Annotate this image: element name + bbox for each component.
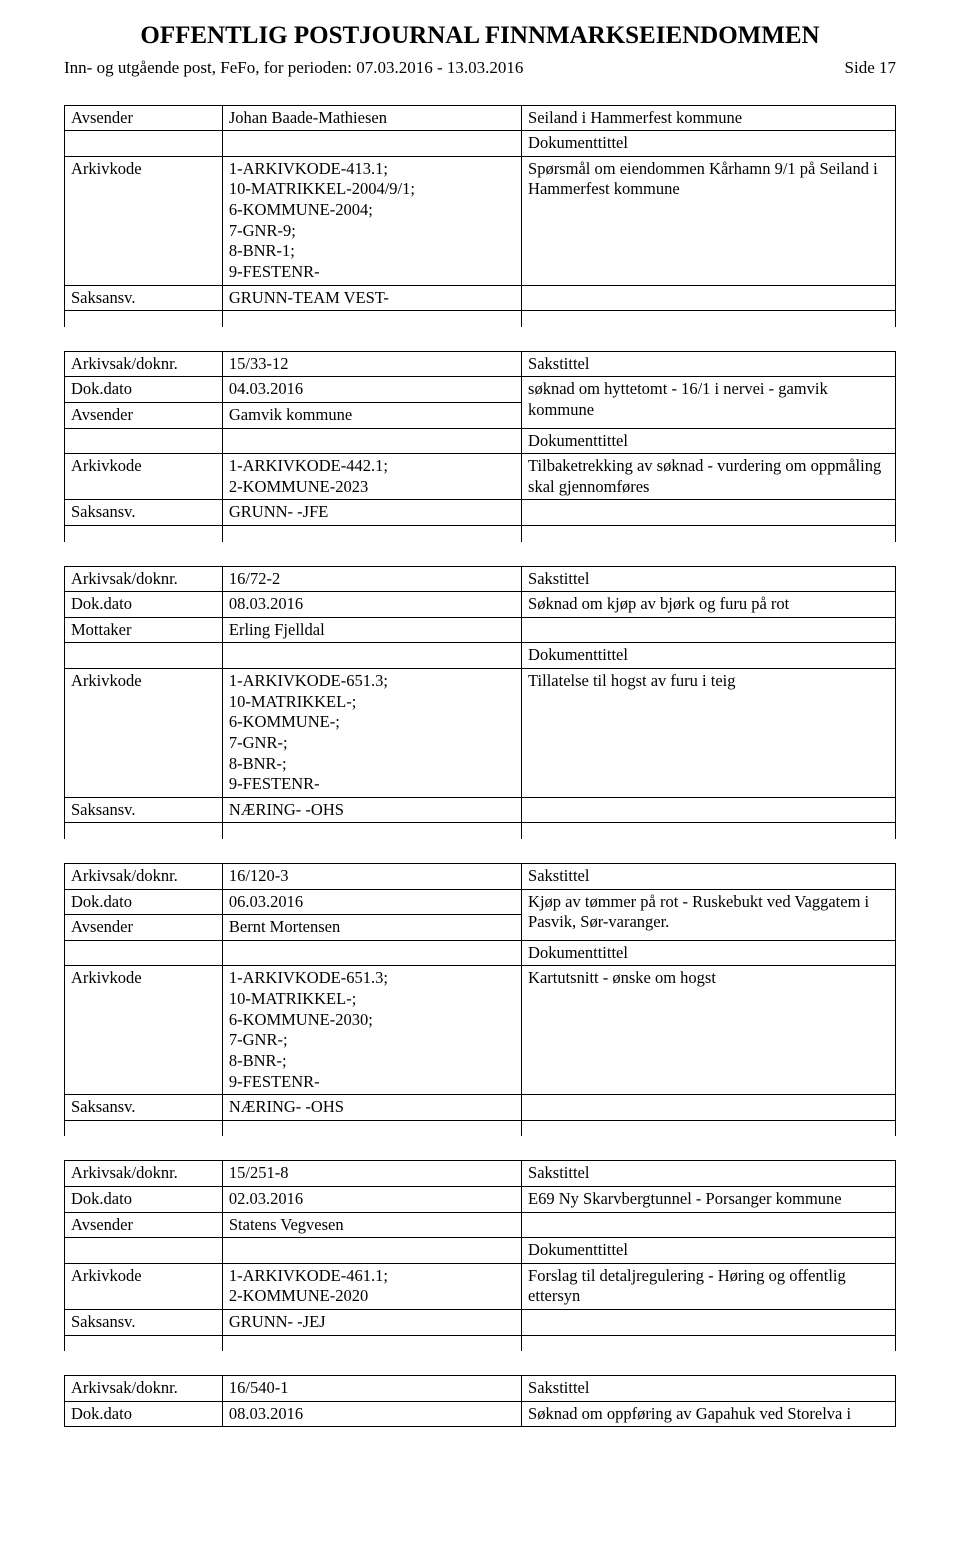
dokumenttittel-text: Spørsmål om eiendommen Kårhamn 9/1 på Se… — [522, 156, 896, 285]
arkivsak-value: 15/251-8 — [222, 1161, 521, 1187]
saksansv-value: NÆRING- -OHS — [222, 797, 521, 823]
dokdato-value: 08.03.2016 — [222, 592, 521, 618]
dokumenttittel-label: Dokumenttittel — [522, 1238, 896, 1264]
dokumenttittel-label: Dokumenttittel — [522, 940, 896, 966]
avsender-label: Avsender — [65, 402, 223, 428]
dokdato-value: 02.03.2016 — [222, 1186, 521, 1212]
sakstittel-label: Sakstittel — [522, 1376, 896, 1402]
saksansv-value: GRUNN- -JFE — [222, 500, 521, 526]
dokdato-value: 06.03.2016 — [222, 889, 521, 915]
arkivkode-value: 1-ARKIVKODE-651.3; 10-MATRIKKEL-; 6-KOMM… — [222, 966, 521, 1095]
sakstittel-label: Sakstittel — [522, 1161, 896, 1187]
avsender-value: Statens Vegvesen — [222, 1212, 521, 1238]
page-number: Side 17 — [845, 57, 896, 78]
arkivkode-value: 1-ARKIVKODE-413.1; 10-MATRIKKEL-2004/9/1… — [222, 156, 521, 285]
dokumenttittel-text: Tillatelse til hogst av furu i teig — [522, 669, 896, 798]
avsender-label: Avsender — [65, 105, 223, 131]
saksansv-label: Saksansv. — [65, 285, 223, 311]
saktitle-text: Kjøp av tømmer på rot - Ruskebukt ved Va… — [522, 889, 896, 940]
avsender-value: Bernt Mortensen — [222, 915, 521, 941]
saksansv-label: Saksansv. — [65, 797, 223, 823]
avsender-label: Avsender — [65, 915, 223, 941]
dokdato-label: Dok.dato — [65, 1401, 223, 1427]
arkivkode-value: 1-ARKIVKODE-442.1; 2-KOMMUNE-2023 — [222, 454, 521, 500]
saktitle-text: søknad om hyttetomt - 16/1 i nervei - ga… — [522, 377, 896, 428]
sakstittel-label: Sakstittel — [522, 863, 896, 889]
saktitle-cont: Seiland i Hammerfest kommune — [522, 105, 896, 131]
saktitle-text: Søknad om kjøp av bjørk og furu på rot — [522, 592, 896, 618]
journal-block: Arkivsak/doknr. 15/33-12 Sakstittel Dok.… — [64, 351, 896, 542]
avsender-value: Johan Baade-Mathiesen — [222, 105, 521, 131]
arkivsak-label: Arkivsak/doknr. — [65, 566, 223, 592]
arkivsak-label: Arkivsak/doknr. — [65, 1161, 223, 1187]
arkivsak-value: 16/120-3 — [222, 863, 521, 889]
dokumenttittel-label: Dokumenttittel — [522, 643, 896, 669]
dokumenttittel-text: Forslag til detaljregulering - Høring og… — [522, 1263, 896, 1309]
subhead-left: Inn- og utgående post, FeFo, for periode… — [64, 57, 523, 78]
saksansv-label: Saksansv. — [65, 500, 223, 526]
avsender-label: Avsender — [65, 1212, 223, 1238]
sakstittel-label: Sakstittel — [522, 566, 896, 592]
dokumenttittel-text: Kartutsnitt - ønske om hogst — [522, 966, 896, 1095]
journal-block: Arkivsak/doknr. 16/72-2 Sakstittel Dok.d… — [64, 566, 896, 839]
arkivkode-value: 1-ARKIVKODE-461.1; 2-KOMMUNE-2020 — [222, 1263, 521, 1309]
dokdato-label: Dok.dato — [65, 889, 223, 915]
saksansv-value: NÆRING- -OHS — [222, 1095, 521, 1121]
dokdato-label: Dok.dato — [65, 377, 223, 403]
journal-block: Arkivsak/doknr. 15/251-8 Sakstittel Dok.… — [64, 1160, 896, 1351]
arkivkode-label: Arkivkode — [65, 454, 223, 500]
dokumenttittel-text: Tilbaketrekking av søknad - vurdering om… — [522, 454, 896, 500]
arkivkode-label: Arkivkode — [65, 669, 223, 798]
saksansv-label: Saksansv. — [65, 1095, 223, 1121]
arkivkode-label: Arkivkode — [65, 156, 223, 285]
dokumenttittel-label: Dokumenttittel — [522, 131, 896, 157]
dokumenttittel-label: Dokumenttittel — [522, 428, 896, 454]
journal-block: Arkivsak/doknr. 16/120-3 Sakstittel Dok.… — [64, 863, 896, 1136]
arkivkode-value: 1-ARKIVKODE-651.3; 10-MATRIKKEL-; 6-KOMM… — [222, 669, 521, 798]
arkivsak-label: Arkivsak/doknr. — [65, 351, 223, 377]
saksansv-value: GRUNN- -JEJ — [222, 1310, 521, 1336]
mottaker-value: Erling Fjelldal — [222, 617, 521, 643]
arkivsak-label: Arkivsak/doknr. — [65, 863, 223, 889]
avsender-value: Gamvik kommune — [222, 402, 521, 428]
arkivsak-value: 16/540-1 — [222, 1376, 521, 1402]
saksansv-label: Saksansv. — [65, 1310, 223, 1336]
arkivsak-value: 16/72-2 — [222, 566, 521, 592]
dokdato-label: Dok.dato — [65, 1186, 223, 1212]
dokdato-value: 08.03.2016 — [222, 1401, 521, 1427]
page-title: OFFENTLIG POSTJOURNAL FINNMARKSEIENDOMME… — [64, 20, 896, 51]
arkivsak-value: 15/33-12 — [222, 351, 521, 377]
dokdato-value: 04.03.2016 — [222, 377, 521, 403]
arkivkode-label: Arkivkode — [65, 966, 223, 1095]
arkivkode-label: Arkivkode — [65, 1263, 223, 1309]
journal-block: Arkivsak/doknr. 16/540-1 Sakstittel Dok.… — [64, 1375, 896, 1427]
saktitle-text: E69 Ny Skarvbergtunnel - Porsanger kommu… — [522, 1186, 896, 1212]
subhead-row: Inn- og utgående post, FeFo, for periode… — [64, 57, 896, 78]
arkivsak-label: Arkivsak/doknr. — [65, 1376, 223, 1402]
mottaker-label: Mottaker — [65, 617, 223, 643]
saktitle-text: Søknad om oppføring av Gapahuk ved Store… — [522, 1401, 896, 1427]
dokdato-label: Dok.dato — [65, 592, 223, 618]
journal-block: Avsender Johan Baade-Mathiesen Seiland i… — [64, 105, 896, 327]
sakstittel-label: Sakstittel — [522, 351, 896, 377]
saksansv-value: GRUNN-TEAM VEST- — [222, 285, 521, 311]
